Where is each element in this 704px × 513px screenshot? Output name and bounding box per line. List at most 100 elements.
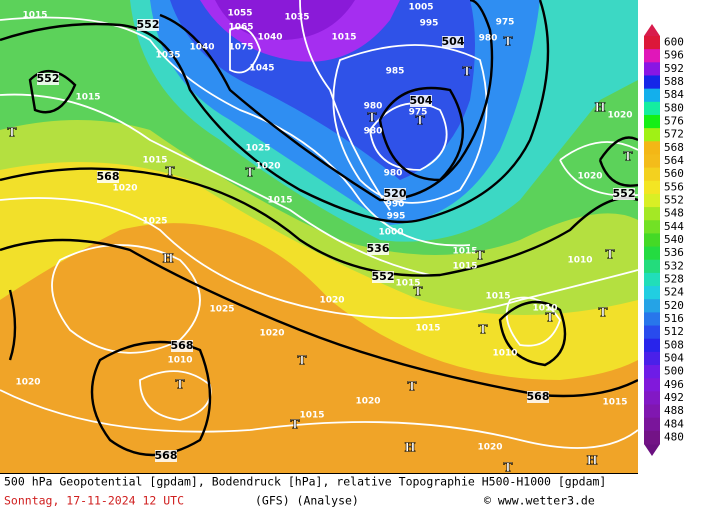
- legend-swatch: [644, 154, 660, 169]
- legend-label: 496: [664, 378, 684, 391]
- legend-swatch: [644, 378, 660, 392]
- geopotential-label-bg: [367, 243, 389, 255]
- legend-swatch: [644, 114, 660, 129]
- legend-label: 484: [664, 417, 684, 430]
- legend-label: 480: [664, 430, 684, 443]
- isobar-label: 1015: [452, 247, 477, 257]
- isobar-label: 1000: [378, 228, 403, 238]
- pressure-center: T: [176, 378, 185, 392]
- legend-label: 500: [664, 365, 684, 378]
- isobar-label: 1020: [355, 397, 380, 407]
- isobar-label: 1020: [577, 172, 602, 182]
- geopotential-lines: [0, 0, 638, 457]
- legend-arrow-bottom: [644, 444, 660, 456]
- isobar-label: 1045: [249, 64, 274, 74]
- legend-label: 588: [664, 75, 684, 88]
- isobar-label: 1025: [142, 217, 167, 227]
- geopotential-label: 536: [367, 242, 390, 255]
- legend-swatch: [644, 101, 660, 116]
- legend-label: 564: [664, 154, 684, 167]
- geopotential-label-bg: [527, 391, 549, 403]
- legend-label: 508: [664, 338, 684, 351]
- pressure-center: T: [246, 166, 255, 180]
- isobar-label: 1015: [602, 398, 627, 408]
- isobar-label: 975: [409, 108, 428, 118]
- legend-label: 532: [664, 259, 684, 272]
- isobar-label: 1015: [485, 292, 510, 302]
- legend-swatch: [644, 141, 660, 155]
- legend-label: 544: [664, 220, 684, 233]
- isobar-label: 980: [364, 102, 383, 112]
- isobar-label: 1015: [415, 324, 440, 334]
- legend-swatch: [644, 430, 660, 445]
- pressure-center: T: [476, 249, 485, 263]
- legend-swatch: [644, 207, 660, 221]
- isobar-label: 1025: [209, 305, 234, 315]
- legend-label: 576: [664, 115, 684, 128]
- legend-label: 560: [664, 167, 684, 180]
- legend-swatch: [644, 259, 660, 274]
- isobar-label: 1020: [319, 296, 344, 306]
- isobar-label: 990: [386, 200, 405, 210]
- geopotential-label-bg: [372, 271, 394, 283]
- pressure-center: T: [414, 285, 423, 299]
- isobar-label: 1040: [189, 43, 214, 53]
- isobar-label: 1010: [492, 349, 517, 359]
- legend-swatch: [644, 286, 660, 300]
- isobar-label: 980: [479, 34, 498, 44]
- legend-label: 552: [664, 194, 684, 207]
- pressure-center: T: [463, 65, 472, 79]
- isobar-label: 980: [384, 169, 403, 179]
- geopotential-label: 568: [527, 390, 550, 403]
- isobar-label: 1015: [299, 411, 324, 421]
- legend-swatch: [644, 246, 660, 261]
- geopotential-label-bg: [155, 450, 177, 462]
- legend-label: 600: [664, 36, 684, 49]
- pressure-center: H: [162, 252, 173, 266]
- legend-label: 536: [664, 246, 684, 259]
- geopotential-label: 552: [613, 187, 636, 200]
- pressure-center: T: [291, 418, 300, 432]
- isobar-label: 1010: [567, 256, 592, 266]
- legend-swatch: [644, 75, 660, 90]
- legend-arrow-top: [644, 24, 660, 36]
- pressure-center: T: [8, 126, 17, 140]
- isobar-label: 1010: [532, 304, 557, 314]
- isobar-label: 995: [387, 212, 406, 222]
- legend-swatch: [644, 299, 660, 313]
- legend-swatch: [644, 325, 660, 340]
- legend-label: 512: [664, 325, 684, 338]
- isobar-label: 1015: [452, 262, 477, 272]
- map-labels: 1015101510351040105510651075104510401035…: [7, 3, 636, 475]
- pressure-center: H: [594, 101, 605, 115]
- legend-label: 548: [664, 207, 684, 220]
- isobar-label: 975: [496, 18, 515, 28]
- geopotential-label-bg: [384, 188, 406, 200]
- footer-model: (GFS) (Analyse): [255, 494, 359, 508]
- geopotential-label: 568: [171, 339, 194, 352]
- geopotential-label: 520: [384, 187, 407, 200]
- footer-credit: © www.wetter3.de: [484, 494, 595, 508]
- pressure-center: T: [504, 461, 513, 475]
- geopotential-label-bg: [137, 19, 159, 31]
- pressure-center: T: [606, 248, 615, 262]
- legend-label: 504: [664, 351, 684, 364]
- isobar-label: 1065: [228, 23, 253, 33]
- legend-label: 596: [664, 49, 684, 62]
- pressure-center: H: [586, 454, 597, 468]
- geopotential-label-bg: [37, 73, 59, 85]
- isobar-label: 1035: [155, 51, 180, 61]
- isobar-label: 1015: [75, 93, 100, 103]
- isobar-label: 1020: [259, 329, 284, 339]
- isobar-label: 980: [364, 127, 383, 137]
- pressure-center: T: [368, 111, 377, 125]
- isobar-label: 1015: [22, 11, 47, 21]
- footer-description: 500 hPa Geopotential [gpdam], Bodendruck…: [4, 475, 606, 489]
- pressure-center: T: [416, 114, 425, 128]
- pressure-center: H: [404, 441, 415, 455]
- isobar-label: 1010: [167, 356, 192, 366]
- isobar-label: 1015: [395, 279, 420, 289]
- legend-swatch: [644, 128, 660, 142]
- legend-label: 592: [664, 62, 684, 75]
